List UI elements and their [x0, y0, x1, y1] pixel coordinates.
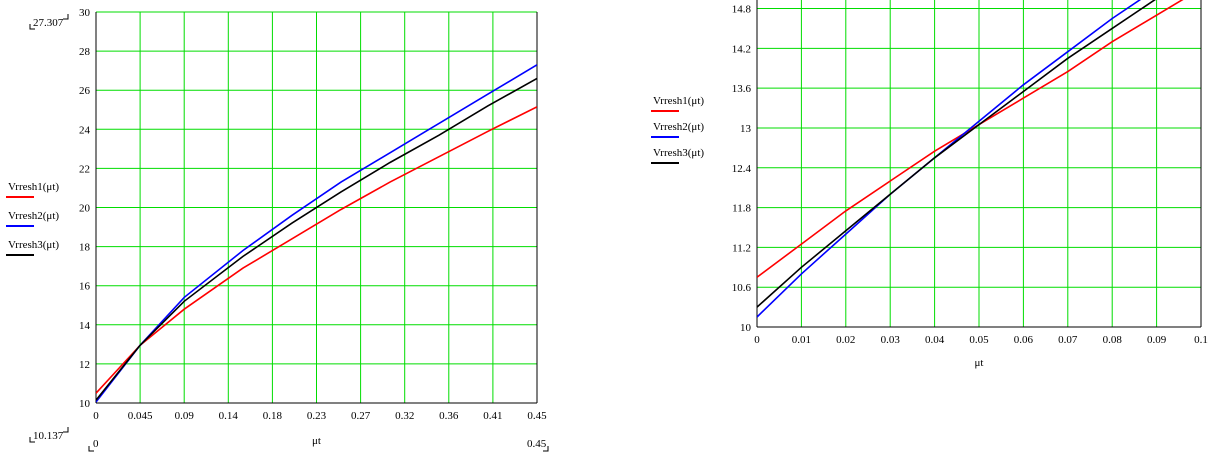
x-tick-label: 0.08 [1103, 334, 1123, 346]
x-tick-label: 0.03 [881, 334, 901, 346]
y-tick-label: 30 [79, 7, 91, 19]
x-axis-label: μt [312, 435, 321, 447]
y-tick-label: 13.6 [732, 83, 752, 95]
x-tick-label: 0.09 [175, 410, 195, 422]
series-line-3 [757, 0, 1156, 308]
legend-label-2: Vrresh2(μt) [653, 121, 704, 133]
legend-label-3: Vrresh3(μt) [653, 147, 704, 159]
y-tick-label: 10.6 [732, 282, 752, 294]
y-tick-label: 10 [740, 322, 752, 334]
y-tick-label: 20 [79, 203, 91, 215]
y-tick-label: 12 [79, 359, 90, 371]
y-range-bottom-label: 10.137 [33, 430, 64, 442]
x-tick-label: 0.36 [439, 410, 459, 422]
range-corner-mark [63, 14, 69, 20]
x-tick-label: 0 [754, 334, 760, 346]
x-tick-label: 0.04 [925, 334, 945, 346]
x-tick-label: 0.06 [1014, 334, 1034, 346]
range-corner-mark [88, 446, 94, 452]
y-tick-label: 10 [79, 398, 91, 410]
legend-label-1: Vrresh1(μt) [653, 95, 704, 107]
y-tick-label: 14.8 [732, 4, 752, 16]
x-tick-label: 0.01 [792, 334, 811, 346]
y-tick-label: 11.8 [732, 203, 751, 215]
y-tick-label: 14.2 [732, 43, 751, 55]
y-tick-label: 13 [740, 123, 752, 135]
y-range-top-label: 27.307 [33, 17, 64, 29]
range-corner-mark [29, 24, 35, 30]
x-tick-label: 0.18 [263, 410, 283, 422]
x-range-right-label: 0.45 [527, 438, 547, 450]
x-tick-label: 0.45 [527, 410, 547, 422]
x-tick-label: 0.09 [1147, 334, 1167, 346]
y-tick-label: 24 [79, 124, 91, 136]
y-tick-label: 16 [79, 281, 91, 293]
y-tick-label: 14 [79, 320, 91, 332]
x-tick-label: 0.07 [1058, 334, 1078, 346]
series-line-1 [96, 106, 537, 394]
x-range-left-label: 0 [93, 438, 99, 450]
y-tick-label: 12.4 [732, 163, 752, 175]
x-tick-label: 0.27 [351, 410, 371, 422]
legend-label-2: Vrresh2(μt) [8, 210, 59, 222]
x-axis-label: μt [975, 357, 984, 369]
series-line-2 [757, 0, 1142, 318]
x-tick-label: 0.1 [1194, 334, 1208, 346]
x-tick-label: 0.05 [969, 334, 989, 346]
x-tick-label: 0.23 [307, 410, 327, 422]
x-tick-label: 0.02 [836, 334, 855, 346]
range-corner-mark [63, 427, 69, 433]
legend-label-3: Vrresh3(μt) [8, 239, 59, 251]
x-tick-label: 0.14 [219, 410, 239, 422]
series-line-2 [96, 64, 537, 403]
x-tick-label: 0.045 [128, 410, 153, 422]
x-tick-label: 0.32 [395, 410, 414, 422]
chart-left: 0 0.045 0.09 0.14 0.18 0.23 0.27 0.32 0.36 0.41 0.… [6, 7, 549, 452]
y-tick-label: 18 [79, 242, 91, 254]
y-tick-label: 26 [79, 85, 91, 97]
x-tick-label: 0.41 [483, 410, 502, 422]
y-tick-label: 22 [79, 163, 90, 175]
chart-right: 0 0.01 0.02 0.03 0.04 0.05 0.06 0.07 0.08 0.09 0.1… [651, 0, 1208, 369]
legend-label-1: Vrresh1(μt) [8, 181, 59, 193]
series-line-3 [96, 77, 537, 401]
x-tick-label: 0 [93, 410, 99, 422]
range-corner-mark [543, 446, 549, 452]
y-tick-label: 28 [79, 46, 91, 58]
y-tick-label: 11.2 [732, 242, 751, 254]
range-corner-mark [29, 437, 35, 443]
